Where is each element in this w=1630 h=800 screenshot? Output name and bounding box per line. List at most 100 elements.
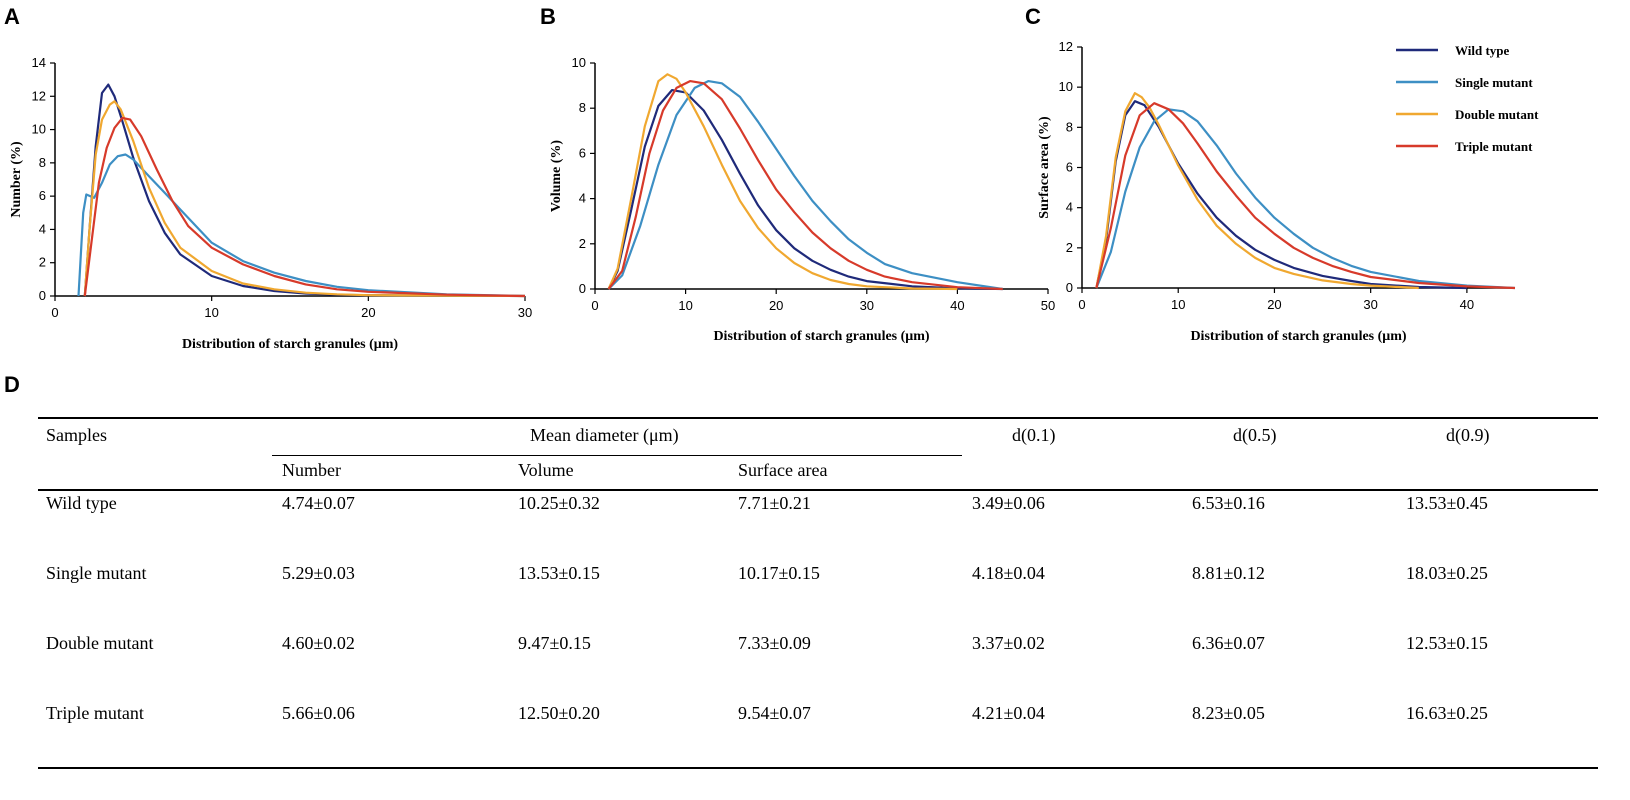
y-axis-label: Volume (%) xyxy=(549,140,564,213)
panel-letter-a: A xyxy=(4,4,20,29)
legend: Wild type Single mutant Double mutant Tripl… xyxy=(1396,43,1539,154)
cell-d05: 6.36±0.07 xyxy=(1192,633,1265,653)
y-tick-label: 2 xyxy=(579,236,586,251)
cell-sample: Triple mutant xyxy=(46,703,144,723)
series-line-single-mutant xyxy=(607,79,1003,291)
x-axis-label: Distribution of starch granules (μm) xyxy=(713,329,929,344)
series-line-single-mutant xyxy=(1095,108,1516,290)
cell-surface: 9.54±0.07 xyxy=(738,703,811,723)
table-top-rule xyxy=(38,417,1598,419)
x-tick-label: 0 xyxy=(1078,297,1085,312)
y-tick-label: 0 xyxy=(1066,280,1073,295)
x-tick-label: 10 xyxy=(678,298,692,313)
y-axis-label: Surface area (%) xyxy=(1037,116,1052,219)
header-mean-diameter: Mean diameter (μm) xyxy=(530,425,679,445)
chart-a-number: 0 2 4 6 8 10 12 14 0 10 20 30 Distribution of starch… xyxy=(9,55,532,352)
cell-d05: 8.81±0.12 xyxy=(1192,563,1265,583)
panel-letter-c: C xyxy=(1025,4,1041,29)
x-tick-label: 40 xyxy=(950,298,964,313)
x-tick-label: 30 xyxy=(518,305,532,320)
y-tick-label: 14 xyxy=(32,55,46,70)
series-line-wild-type xyxy=(607,88,1003,291)
cell-surface: 7.71±0.21 xyxy=(738,493,811,513)
series-line-double-mutant xyxy=(607,73,958,291)
cell-d09: 16.63±0.25 xyxy=(1406,703,1488,723)
cell-number: 5.66±0.06 xyxy=(282,703,355,723)
cell-d01: 3.49±0.06 xyxy=(972,493,1045,513)
chart-b-volume: 0 2 4 6 8 10 0 10 20 30 40 50 Distribution of starch… xyxy=(549,55,1055,344)
cell-d09: 12.53±0.15 xyxy=(1406,633,1488,653)
series-line-triple-mutant xyxy=(1095,102,1516,290)
cell-volume: 12.50±0.20 xyxy=(518,703,600,723)
legend-label: Triple mutant xyxy=(1455,139,1533,154)
series-line-triple-mutant xyxy=(83,116,526,298)
x-tick-label: 20 xyxy=(361,305,375,320)
cell-surface: 7.33±0.09 xyxy=(738,633,811,653)
header-d01: d(0.1) xyxy=(1012,425,1056,445)
y-tick-label: 12 xyxy=(1059,39,1073,54)
cell-number: 5.29±0.03 xyxy=(282,563,355,583)
panel-letter-d: D xyxy=(4,372,20,397)
cell-number: 4.60±0.02 xyxy=(282,633,355,653)
series-line-double-mutant xyxy=(83,100,526,298)
y-tick-label: 2 xyxy=(1066,240,1073,255)
x-axis-label: Distribution of starch granules (μm) xyxy=(182,337,398,352)
cell-d05: 8.23±0.05 xyxy=(1192,703,1265,723)
y-tick-label: 4 xyxy=(39,221,46,236)
chart-c-surface-area: 0 2 4 6 8 10 12 0 10 20 30 40 Distribution of starch… xyxy=(1037,39,1516,344)
x-tick-label: 0 xyxy=(591,298,598,313)
cell-sample: Wild type xyxy=(46,493,117,513)
cell-surface: 10.17±0.15 xyxy=(738,563,820,583)
y-tick-label: 6 xyxy=(1066,160,1073,175)
x-tick-label: 20 xyxy=(769,298,783,313)
x-axis-label: Distribution of starch granules (μm) xyxy=(1190,329,1406,344)
header-volume: Volume xyxy=(518,460,574,480)
cell-volume: 9.47±0.15 xyxy=(518,633,591,653)
y-tick-label: 4 xyxy=(1066,200,1073,215)
y-tick-label: 6 xyxy=(39,188,46,203)
table-bottom-rule xyxy=(38,767,1598,769)
table-group-rule xyxy=(272,455,962,456)
header-surface-area: Surface area xyxy=(738,460,828,480)
header-samples: Samples xyxy=(46,425,107,445)
y-tick-label: 12 xyxy=(32,88,46,103)
cell-d09: 13.53±0.45 xyxy=(1406,493,1488,513)
y-tick-label: 10 xyxy=(1059,79,1073,94)
table-header-rule xyxy=(38,489,1598,491)
y-tick-label: 10 xyxy=(572,55,586,70)
cell-sample: Double mutant xyxy=(46,633,154,653)
cell-volume: 10.25±0.32 xyxy=(518,493,600,513)
header-d05: d(0.5) xyxy=(1233,425,1277,445)
y-tick-label: 8 xyxy=(39,155,46,170)
y-tick-label: 0 xyxy=(39,288,46,303)
y-tick-label: 10 xyxy=(32,122,46,137)
series-line-double-mutant xyxy=(1095,92,1419,290)
y-tick-label: 0 xyxy=(579,281,586,296)
x-tick-label: 50 xyxy=(1041,298,1055,313)
y-tick-label: 2 xyxy=(39,255,46,270)
cell-d01: 3.37±0.02 xyxy=(972,633,1045,653)
y-tick-label: 6 xyxy=(579,145,586,160)
header-number: Number xyxy=(282,460,341,480)
y-axis-label: Number (%) xyxy=(9,141,24,218)
legend-label: Wild type xyxy=(1455,43,1510,58)
cell-number: 4.74±0.07 xyxy=(282,493,355,513)
cell-d01: 4.21±0.04 xyxy=(972,703,1045,723)
cell-d05: 6.53±0.16 xyxy=(1192,493,1265,513)
cell-d01: 4.18±0.04 xyxy=(972,563,1045,583)
x-tick-label: 40 xyxy=(1460,297,1474,312)
header-d09: d(0.9) xyxy=(1446,425,1490,445)
legend-label: Single mutant xyxy=(1455,75,1533,90)
x-tick-label: 10 xyxy=(1171,297,1185,312)
y-tick-label: 8 xyxy=(579,100,586,115)
cell-sample: Single mutant xyxy=(46,563,147,583)
x-tick-label: 20 xyxy=(1267,297,1281,312)
panel-letter-b: B xyxy=(540,4,556,29)
series-line-wild-type xyxy=(1095,100,1467,290)
series-line-triple-mutant xyxy=(607,79,1003,291)
y-tick-label: 4 xyxy=(579,191,586,206)
series-line-single-mutant xyxy=(77,153,526,298)
x-tick-label: 30 xyxy=(860,298,874,313)
cell-d09: 18.03±0.25 xyxy=(1406,563,1488,583)
